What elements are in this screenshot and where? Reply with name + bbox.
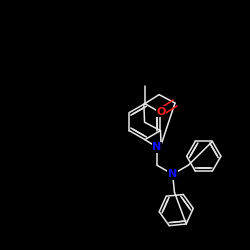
Text: N: N bbox=[152, 142, 162, 152]
Text: N: N bbox=[168, 169, 177, 179]
Text: O: O bbox=[156, 107, 166, 117]
